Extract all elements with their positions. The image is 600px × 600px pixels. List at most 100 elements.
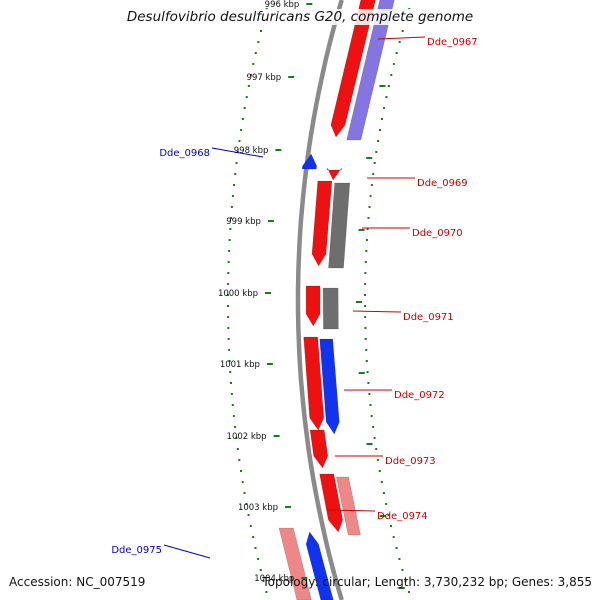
inner-tick-dot: [238, 459, 241, 461]
inner-tick-dot: [229, 371, 232, 373]
tick-mark: [275, 149, 282, 151]
outer-tick-dot: [385, 96, 388, 98]
outer-tick-mark: [398, 587, 405, 589]
gene-leader-line: [211, 147, 264, 158]
outer-tick-mark: [379, 515, 386, 517]
outer-tick-dot: [365, 239, 368, 241]
outer-tick-dot: [364, 305, 366, 307]
gene-label-dde_0971[interactable]: Dde_0971: [403, 312, 454, 323]
outer-tick-dot: [381, 118, 383, 120]
inner-tick-dot: [262, 580, 265, 582]
gene-arrow-forward-5: [303, 336, 325, 431]
tick-mark: [273, 435, 280, 437]
tick-mark: [266, 363, 273, 365]
outer-tick-dot: [368, 206, 371, 208]
gene-label-dde_0975[interactable]: Dde_0975: [111, 545, 162, 556]
outer-tick-dot: [401, 30, 404, 32]
tick-label: 1000 kbp: [218, 289, 258, 299]
inner-tick-dot: [228, 360, 231, 362]
outer-tick-dot: [372, 426, 375, 428]
gene-label-dde_0968[interactable]: Dde_0968: [159, 148, 210, 159]
gene-arrow-forward-7: [319, 473, 343, 533]
inner-tick-dot: [250, 74, 252, 76]
gene-label-dde_0967[interactable]: Dde_0967: [427, 37, 478, 48]
gene-leader-line: [377, 36, 426, 40]
inner-tick-dot: [227, 327, 230, 329]
inner-tick-dot: [247, 514, 250, 516]
gene-label-dde_0972[interactable]: Dde_0972: [394, 390, 445, 401]
outer-tick-mark: [358, 372, 365, 374]
inner-tick-dot: [254, 52, 257, 54]
feature-pink-7: [335, 476, 361, 536]
gene-arrow-reverse-1: [301, 153, 317, 170]
backbone-line: [295, 0, 344, 600]
outer-tick-dot: [366, 371, 369, 373]
gene-leader-line: [352, 310, 402, 313]
outer-tick-dot: [373, 437, 376, 439]
gene-label-dde_0970[interactable]: Dde_0970: [412, 228, 463, 239]
outer-tick-dot: [385, 503, 388, 505]
outer-tick-dot: [398, 41, 401, 43]
inner-tick-dot: [238, 140, 241, 142]
outer-tick-dot: [395, 547, 398, 549]
outer-tick-dot: [364, 261, 367, 263]
outer-tick-dot: [369, 195, 372, 197]
genome-backbone: [295, 0, 344, 600]
inner-tick-dot: [231, 195, 234, 197]
feature-gray-3: [328, 182, 351, 269]
tick-label: 998 kbp: [234, 146, 269, 156]
gene-leader-line: [326, 509, 376, 512]
inner-tick-dot: [259, 569, 262, 571]
inner-tick-dot: [228, 250, 231, 252]
outer-tick-dot: [370, 184, 373, 186]
inner-tick-dot: [240, 129, 243, 131]
inner-tick-dot: [230, 217, 233, 219]
outer-tick-dot: [364, 283, 367, 285]
inner-tick-dot: [234, 426, 237, 428]
outer-tick-dot: [365, 360, 368, 362]
inner-tick-dot: [252, 63, 255, 65]
inner-tick-dot: [228, 349, 231, 351]
inner-tick-dot: [236, 151, 239, 153]
accession-text: Accession: NC_007519: [9, 575, 146, 589]
outer-tick-dot: [387, 514, 390, 516]
inner-tick-dot: [232, 415, 235, 417]
inner-tick-dot: [235, 162, 238, 164]
inner-tick-dot: [241, 118, 244, 120]
gene-arrow-forward-4: [305, 285, 321, 327]
tick-mark: [288, 76, 295, 78]
tick-label: 1003 kbp: [238, 503, 278, 513]
outer-tick-dot: [364, 338, 367, 340]
gene-label-dde_0969[interactable]: Dde_0969: [417, 178, 468, 189]
outer-tick-dot: [387, 85, 390, 87]
outer-tick-dot: [404, 580, 407, 582]
outer-tick-dot: [390, 525, 392, 527]
outer-tick-dot: [379, 129, 381, 131]
outer-tick-dot: [380, 481, 383, 483]
gene-label-dde_0974[interactable]: Dde_0974: [377, 511, 428, 522]
inner-tick-dot: [230, 206, 233, 208]
outer-tick-dot: [382, 492, 385, 494]
inner-tick-dot: [227, 305, 229, 307]
gene-label-dde_0973[interactable]: Dde_0973: [385, 456, 436, 467]
inner-tick-dot: [243, 107, 246, 109]
tick-label: 1004 kbp: [254, 574, 294, 584]
kbp-tick-marks: 996 kbp 997 kbp 998 kbp 999 kbp 1000 kbp 1001…: [218, 0, 405, 589]
inner-tick-dot: [241, 481, 244, 483]
inner-tick-dot: [265, 591, 268, 593]
inner-tick-dot: [243, 492, 246, 494]
gene-features: [278, 0, 395, 600]
outer-tick-dot: [364, 316, 367, 318]
tick-label: 996 kbp: [265, 0, 300, 10]
inner-tick-dot: [245, 96, 248, 98]
inner-tick-dot: [240, 470, 242, 472]
inner-tick-dot: [227, 261, 230, 263]
outer-tick-mark: [366, 157, 373, 159]
gene-labels: Dde_0967 Dde_0968 Dde_0969 Dde_0970 Dde_0971…: [111, 37, 477, 556]
gene-arrow-forward-2: [326, 167, 342, 181]
outer-tick-mark: [356, 301, 362, 303]
inner-tick-dot: [249, 525, 252, 527]
feature-blue-5: [319, 338, 340, 435]
inner-tick-dot: [227, 283, 230, 285]
